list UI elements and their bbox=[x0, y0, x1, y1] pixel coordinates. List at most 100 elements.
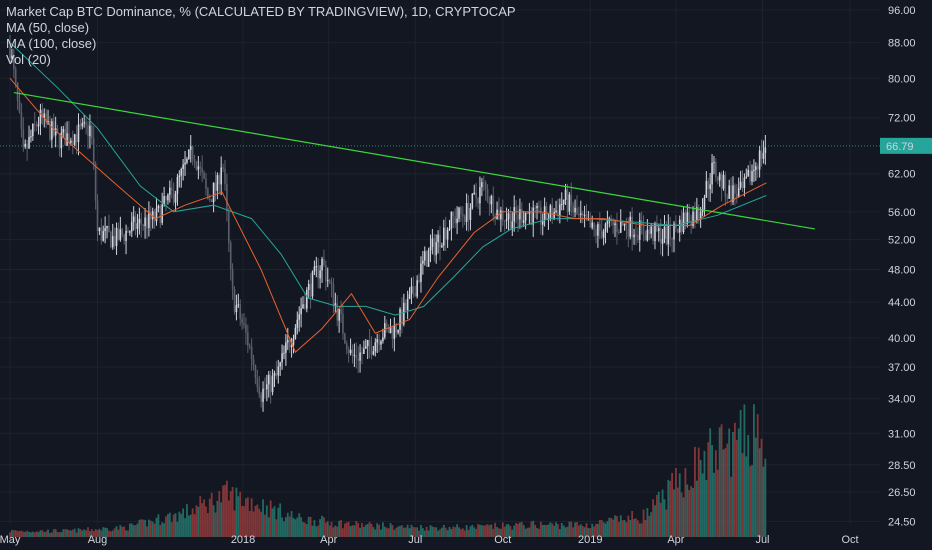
candle-body bbox=[275, 373, 278, 376]
volume-bar bbox=[283, 521, 285, 537]
y-axis: 96.00 88.00 80.00 72.00 66.79 62.00 56.00 52.00… bbox=[880, 5, 932, 528]
volume-bar bbox=[146, 526, 148, 537]
volume-bar bbox=[690, 486, 693, 537]
legend-ma50[interactable]: MA (50, close) bbox=[6, 20, 90, 35]
volume-bar bbox=[741, 453, 744, 537]
volume-bar bbox=[147, 519, 150, 537]
volume-bar bbox=[522, 525, 525, 537]
candle-body bbox=[559, 204, 561, 216]
volume-bar bbox=[406, 524, 409, 537]
candle-body bbox=[521, 209, 523, 223]
volume-bar bbox=[511, 529, 514, 537]
candle-body bbox=[541, 220, 544, 225]
candle-body bbox=[288, 339, 291, 348]
volume-bar bbox=[399, 525, 401, 537]
volume-bar bbox=[89, 531, 91, 537]
candle-body bbox=[688, 212, 691, 223]
volume-bar bbox=[26, 530, 29, 537]
chart-title[interactable]: Market Cap BTC Dominance, % (CALCULATED … bbox=[6, 4, 516, 19]
volume-bar bbox=[245, 498, 247, 537]
candle-body bbox=[307, 283, 310, 291]
volume-bar bbox=[391, 525, 394, 537]
volume-bar bbox=[711, 445, 713, 537]
candle-body bbox=[623, 223, 626, 226]
candle-body bbox=[484, 182, 487, 190]
candle-body bbox=[235, 305, 238, 313]
volume-bar bbox=[317, 525, 320, 537]
candle-body bbox=[197, 166, 200, 170]
candle-body bbox=[172, 190, 175, 203]
volume-bar bbox=[617, 521, 620, 537]
volume-bar bbox=[640, 523, 643, 537]
volume-bar bbox=[383, 526, 386, 537]
chart-legend: Market Cap BTC Dominance, % (CALCULATED … bbox=[6, 4, 516, 68]
candle-body bbox=[625, 223, 628, 230]
candle-body bbox=[292, 338, 295, 346]
y-tick-label: 44.00 bbox=[888, 297, 916, 309]
candle-body bbox=[130, 221, 133, 232]
volume-bar bbox=[336, 526, 339, 537]
candle-body bbox=[153, 211, 156, 222]
trendline[interactable] bbox=[13, 91, 815, 230]
volume-bar bbox=[258, 508, 261, 537]
candle-body bbox=[384, 323, 386, 338]
candle-body bbox=[652, 226, 654, 241]
volume-bar bbox=[553, 525, 556, 537]
volume-bar bbox=[290, 511, 293, 537]
volume-bar bbox=[475, 528, 478, 537]
candle-body bbox=[618, 232, 620, 234]
legend-volume[interactable]: Vol (20) bbox=[6, 52, 51, 67]
volume-bar bbox=[663, 499, 666, 537]
volume-bar bbox=[442, 524, 445, 537]
candle-body bbox=[376, 339, 379, 343]
volume-bar bbox=[191, 508, 194, 537]
candle-body bbox=[334, 303, 337, 307]
volume-bar bbox=[408, 528, 411, 537]
volume-bar bbox=[762, 466, 765, 537]
volume-bar bbox=[460, 529, 462, 537]
volume-bar bbox=[378, 524, 381, 537]
candle-body bbox=[756, 166, 759, 170]
candle-body bbox=[635, 234, 637, 236]
volume-bar bbox=[665, 509, 668, 537]
candle-body bbox=[64, 128, 66, 146]
volume-bar bbox=[492, 528, 495, 537]
volume-bar bbox=[572, 527, 575, 537]
legend-ma100[interactable]: MA (100, close) bbox=[6, 36, 97, 51]
volume-bar bbox=[576, 522, 578, 537]
volume-bar bbox=[699, 460, 702, 537]
volume-bar bbox=[368, 522, 371, 537]
candle-body bbox=[597, 224, 599, 236]
candle-body bbox=[753, 169, 755, 172]
volume-bar bbox=[54, 529, 57, 537]
volume-bar bbox=[195, 505, 198, 537]
volume-bar bbox=[187, 515, 190, 537]
candle-body bbox=[416, 280, 418, 297]
candle-body bbox=[94, 163, 97, 201]
volume-bar bbox=[144, 519, 146, 537]
volume-bar bbox=[659, 502, 662, 537]
candle-body bbox=[566, 189, 569, 212]
candle-body bbox=[764, 147, 767, 153]
volume-bar bbox=[79, 529, 82, 537]
volume-bar bbox=[92, 531, 95, 537]
candle-body bbox=[517, 214, 519, 220]
volume-bar bbox=[463, 530, 466, 537]
candle-body bbox=[456, 218, 458, 224]
candle-body bbox=[642, 225, 645, 235]
volume-bar bbox=[172, 514, 175, 537]
candle-body bbox=[117, 227, 120, 240]
candle-body bbox=[165, 195, 167, 201]
candle-body bbox=[321, 258, 323, 271]
volume-bar bbox=[454, 527, 457, 537]
volume-bar bbox=[199, 496, 202, 537]
volume-bar bbox=[347, 521, 350, 537]
volume-bar bbox=[646, 508, 649, 537]
candle-body bbox=[11, 55, 13, 59]
volume-bar bbox=[353, 525, 356, 537]
candle-body bbox=[549, 205, 552, 219]
candle-body bbox=[110, 231, 112, 248]
volume-bar bbox=[433, 527, 436, 537]
